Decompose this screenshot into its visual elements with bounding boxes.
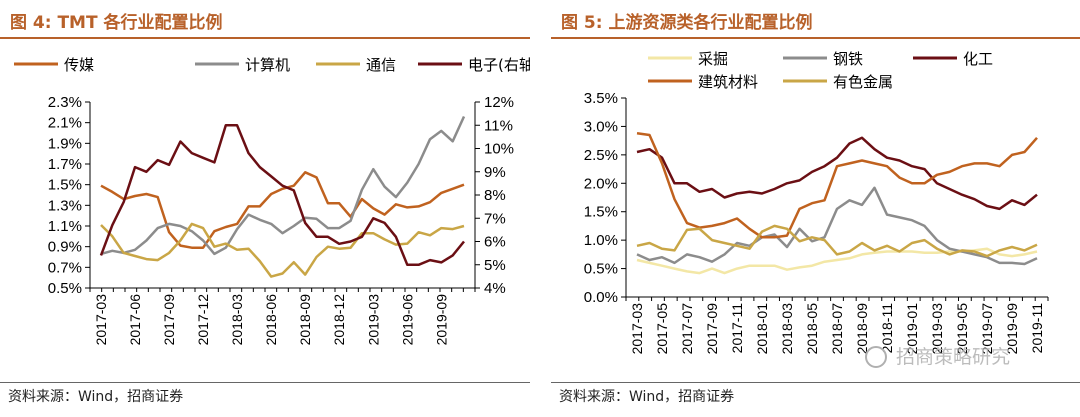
source-note: 资料来源：Wind，招商证券: [8, 389, 184, 405]
x-tick-label: 2017-03: [93, 294, 109, 346]
watermark-logo-icon: [865, 346, 887, 368]
x-tick-label: 2018-01: [754, 303, 770, 355]
x-tick-label: 2017-12: [195, 294, 211, 346]
x-tick-label: 2019-03: [365, 294, 381, 346]
panel-upstream: 图 5: 上游资源类各行业配置比例 采掘 钢铁 化工建筑材料 有色金属 0.0% 0.5%…: [551, 0, 1080, 417]
source-divider: [0, 382, 530, 383]
y-tick-label-right: 7%: [484, 210, 506, 227]
y-tick-label: 2.0%: [584, 175, 618, 192]
title-divider: [0, 37, 530, 39]
x-tick-label: 2018-09: [854, 303, 870, 355]
series-line: [100, 171, 465, 249]
chart-title: 图 4: TMT 各行业配置比例: [10, 13, 223, 33]
x-tick-label: 2019-06: [399, 294, 415, 346]
x-tick-label: 2018-06: [263, 294, 279, 346]
legend-label: 化工: [963, 50, 993, 68]
y-tick-label: 2.5%: [584, 147, 618, 164]
x-tick-label: 2018-11: [879, 303, 895, 354]
chart-tmt: 传媒 计算机 通信 电子(右轴) 0.5% 0.7% 0.9% 1.1% 1.3% 1.5% 1.7…: [14, 56, 530, 346]
legend-label: 通信: [366, 56, 396, 74]
x-tick-label: 2019-07: [979, 303, 995, 355]
series-line: [636, 132, 1038, 239]
y-tick-label: 0.0%: [584, 289, 618, 306]
legend-label: 传媒: [64, 56, 94, 74]
y-tick-label-left: 0.9%: [48, 239, 82, 256]
x-tick-label: 2019-03: [929, 303, 945, 355]
x-tick-label: 2018-05: [804, 303, 820, 355]
series-line: [636, 186, 1038, 266]
series-line: [636, 224, 1038, 258]
y-tick-label-right: 12%: [484, 94, 514, 111]
y-tick-label-right: 11%: [484, 117, 513, 134]
y-tick-label-left: 1.5%: [48, 177, 82, 194]
title-divider: [551, 37, 1080, 39]
x-tick-label: 2017-07: [679, 303, 695, 355]
x-tick-label: 2017-05: [654, 303, 670, 355]
x-tick-label: 2017-09: [704, 303, 720, 355]
panel-tmt: 图 4: TMT 各行业配置比例 传媒 计算机 通信 电子(右轴) 0.5% 0.7% 0.…: [0, 0, 530, 417]
y-tick-label: 1.5%: [584, 204, 618, 221]
x-tick-label: 2018-03: [779, 303, 795, 355]
y-tick-label-right: 10%: [484, 141, 514, 158]
y-tick-label: 1.0%: [584, 232, 618, 249]
source-divider: [551, 382, 1080, 383]
y-tick-label-left: 1.3%: [48, 197, 82, 214]
series-line: [99, 124, 465, 267]
y-tick-label-left: 1.1%: [48, 218, 82, 235]
series-line: [636, 136, 1038, 211]
watermark-text: 招商策略研究: [896, 346, 1010, 368]
legend-label: 钢铁: [833, 50, 863, 68]
x-tick-label: 2019-09: [1004, 303, 1020, 355]
y-tick-label-left: 1.7%: [48, 156, 82, 173]
x-tick-label: 2018-03: [229, 294, 245, 346]
x-tick-label: 2018-09: [297, 294, 313, 346]
x-tick-label: 2019-05: [954, 303, 970, 355]
x-tick-label: 2017-06: [127, 294, 143, 346]
x-tick-label: 2018-12: [331, 294, 347, 346]
x-tick-label: 2018-07: [829, 303, 845, 355]
y-tick-label: 3.5%: [584, 90, 618, 107]
y-tick-label-left: 0.7%: [48, 259, 82, 276]
y-tick-label-right: 8%: [484, 187, 506, 204]
y-tick-label-left: 2.1%: [48, 115, 82, 132]
y-tick-label-right: 6%: [484, 234, 506, 251]
legend-label: 采掘: [698, 50, 728, 68]
x-tick-label: 2017-09: [161, 294, 177, 346]
x-tick-label: 2019-11: [1029, 303, 1045, 354]
source-note: 资料来源：Wind，招商证券: [559, 389, 735, 405]
chart-title: 图 5: 上游资源类各行业配置比例: [561, 13, 813, 33]
x-tick-label: 2017-11: [729, 303, 745, 354]
x-tick-label: 2019-09: [433, 294, 449, 346]
x-tick-label: 2019-01: [904, 303, 920, 355]
y-tick-label: 3.0%: [584, 118, 618, 135]
y-tick-label-left: 0.5%: [48, 280, 82, 297]
legend-label: 计算机: [245, 56, 290, 74]
x-tick-label: 2017-03: [629, 303, 645, 355]
legend-label: 有色金属: [833, 73, 893, 91]
y-tick-label-left: 1.9%: [48, 135, 82, 152]
y-tick-label-right: 9%: [484, 164, 506, 181]
series-line: [100, 222, 465, 278]
series-line: [100, 115, 466, 256]
y-tick-label-right: 5%: [484, 257, 506, 274]
y-tick-label-left: 2.3%: [48, 94, 82, 111]
legend-label: 建筑材料: [698, 73, 758, 91]
legend-label: 电子(右轴): [468, 56, 530, 74]
y-tick-label-right: 4%: [484, 280, 506, 297]
y-tick-label: 0.5%: [584, 261, 618, 278]
